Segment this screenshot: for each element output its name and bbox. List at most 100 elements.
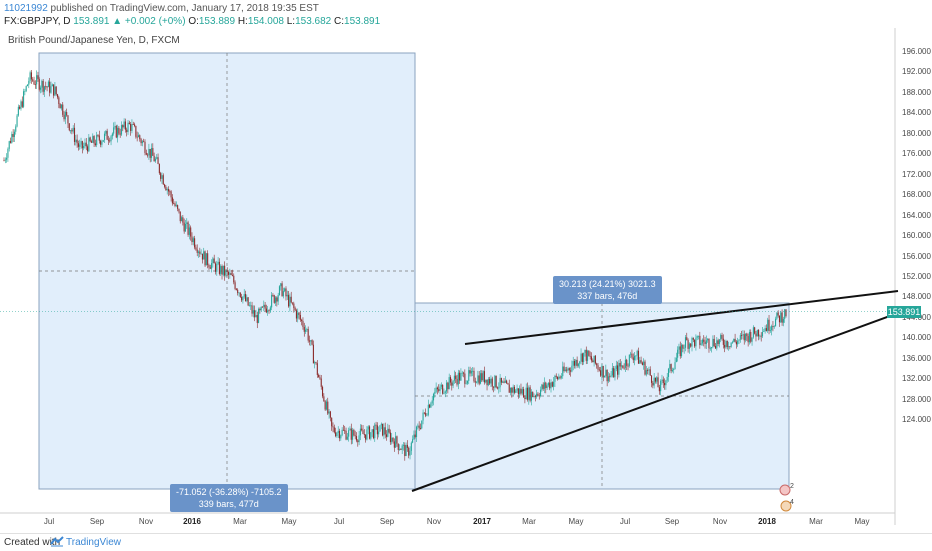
candle-body (653, 377, 655, 386)
candle-body (583, 352, 585, 362)
time-axis-tick: 2018 (758, 517, 776, 526)
candle-body (227, 271, 230, 275)
candle-body (316, 363, 318, 375)
candle-body (499, 377, 501, 388)
candle-body (778, 315, 781, 323)
candle-body (55, 86, 57, 95)
candle-body (481, 373, 483, 381)
time-axis-tick: 2016 (183, 517, 201, 526)
drop-measure-label: -71.052 (-36.28%) -7105.2 339 bars, 477d (170, 484, 288, 512)
candle-body (775, 318, 777, 327)
candle-body (699, 335, 701, 345)
candle-body (493, 386, 495, 388)
candle-body (648, 369, 650, 371)
price-chart[interactable]: 2 4 (0, 28, 932, 533)
candle-body (656, 377, 658, 382)
candle-body (226, 270, 228, 272)
candle-body (265, 308, 267, 313)
price-axis-tick: 184.000 (902, 108, 931, 118)
candle-body (111, 133, 113, 137)
candle-body (4, 159, 6, 161)
candle-body (350, 428, 352, 440)
candle-body (478, 375, 480, 384)
candle-body (665, 380, 667, 386)
candle-body (764, 328, 766, 332)
candle-body (679, 346, 681, 357)
candle-body (184, 223, 187, 232)
tradingview-brand-link[interactable]: TradingView (66, 537, 122, 548)
candle-body (637, 350, 640, 364)
candle-body (704, 341, 706, 344)
candle-body (752, 327, 754, 338)
candle-body (635, 355, 637, 357)
candle-body (136, 136, 138, 138)
candle-body (158, 164, 160, 174)
candle-body (110, 136, 112, 142)
candle-body (472, 370, 474, 372)
candle-body (722, 338, 724, 345)
event-marker-icon[interactable] (779, 484, 791, 496)
candle-body (387, 428, 389, 437)
candle-body (609, 376, 611, 378)
candle-body (523, 389, 525, 398)
candle-body (42, 80, 44, 92)
lower-trendline[interactable] (411, 312, 899, 492)
author-link[interactable]: 11021992 (4, 3, 48, 14)
candle-body (205, 253, 207, 266)
candle-body (402, 444, 405, 446)
candle-body (302, 320, 304, 327)
candle-body (171, 197, 173, 204)
candle-body (43, 86, 46, 92)
candle-body (106, 130, 108, 140)
candle-body (312, 344, 314, 364)
time-axis-tick: May (854, 517, 870, 526)
candle-body (41, 80, 43, 88)
candle-body (231, 275, 234, 276)
candle-body (84, 142, 86, 147)
candle-body (694, 339, 696, 347)
price-axis-tick: 176.000 (902, 149, 931, 159)
candle-body (254, 310, 256, 318)
candle-body (446, 382, 448, 392)
candle-body (650, 375, 653, 383)
candle-body (551, 382, 553, 387)
candle-body (70, 130, 72, 132)
candle-body (695, 337, 697, 347)
upper-trendline[interactable] (464, 290, 899, 345)
candle-body (681, 344, 683, 357)
tradingview-logo-icon[interactable] (50, 536, 64, 547)
candle-body (769, 330, 771, 331)
candle-body (392, 437, 394, 442)
candle-body (145, 152, 147, 155)
candle-body (319, 377, 321, 379)
candle-body (144, 141, 146, 153)
candle-body (127, 122, 129, 133)
time-axis-tick: Mar (233, 517, 247, 526)
candle-body (684, 337, 687, 348)
candle-body (346, 436, 348, 440)
candle-body (167, 189, 170, 192)
candle-body (199, 251, 201, 254)
event-marker-icon[interactable] (780, 500, 792, 512)
candle-body (67, 115, 69, 124)
candle-body (462, 372, 465, 374)
candle-body (60, 104, 62, 109)
candle-body (77, 143, 79, 147)
candle-body (504, 380, 506, 383)
candle-body (545, 382, 547, 389)
candle-body (102, 140, 104, 142)
candle-body (457, 372, 459, 385)
candle-body (455, 375, 457, 379)
candle-body (165, 186, 167, 191)
candle-body (177, 205, 179, 209)
candle-body (744, 333, 747, 341)
candle-body (15, 126, 17, 132)
candle-body (288, 294, 290, 307)
candle-body (397, 443, 399, 450)
candle-body (521, 389, 523, 394)
candle-body (208, 264, 210, 268)
candle-body (597, 365, 599, 370)
candle-body (570, 370, 572, 372)
candle-body (327, 401, 329, 414)
ohlc-line: FX:GBPJPY, D 153.891 ▲ +0.002 (+0%) O:15… (4, 16, 380, 27)
